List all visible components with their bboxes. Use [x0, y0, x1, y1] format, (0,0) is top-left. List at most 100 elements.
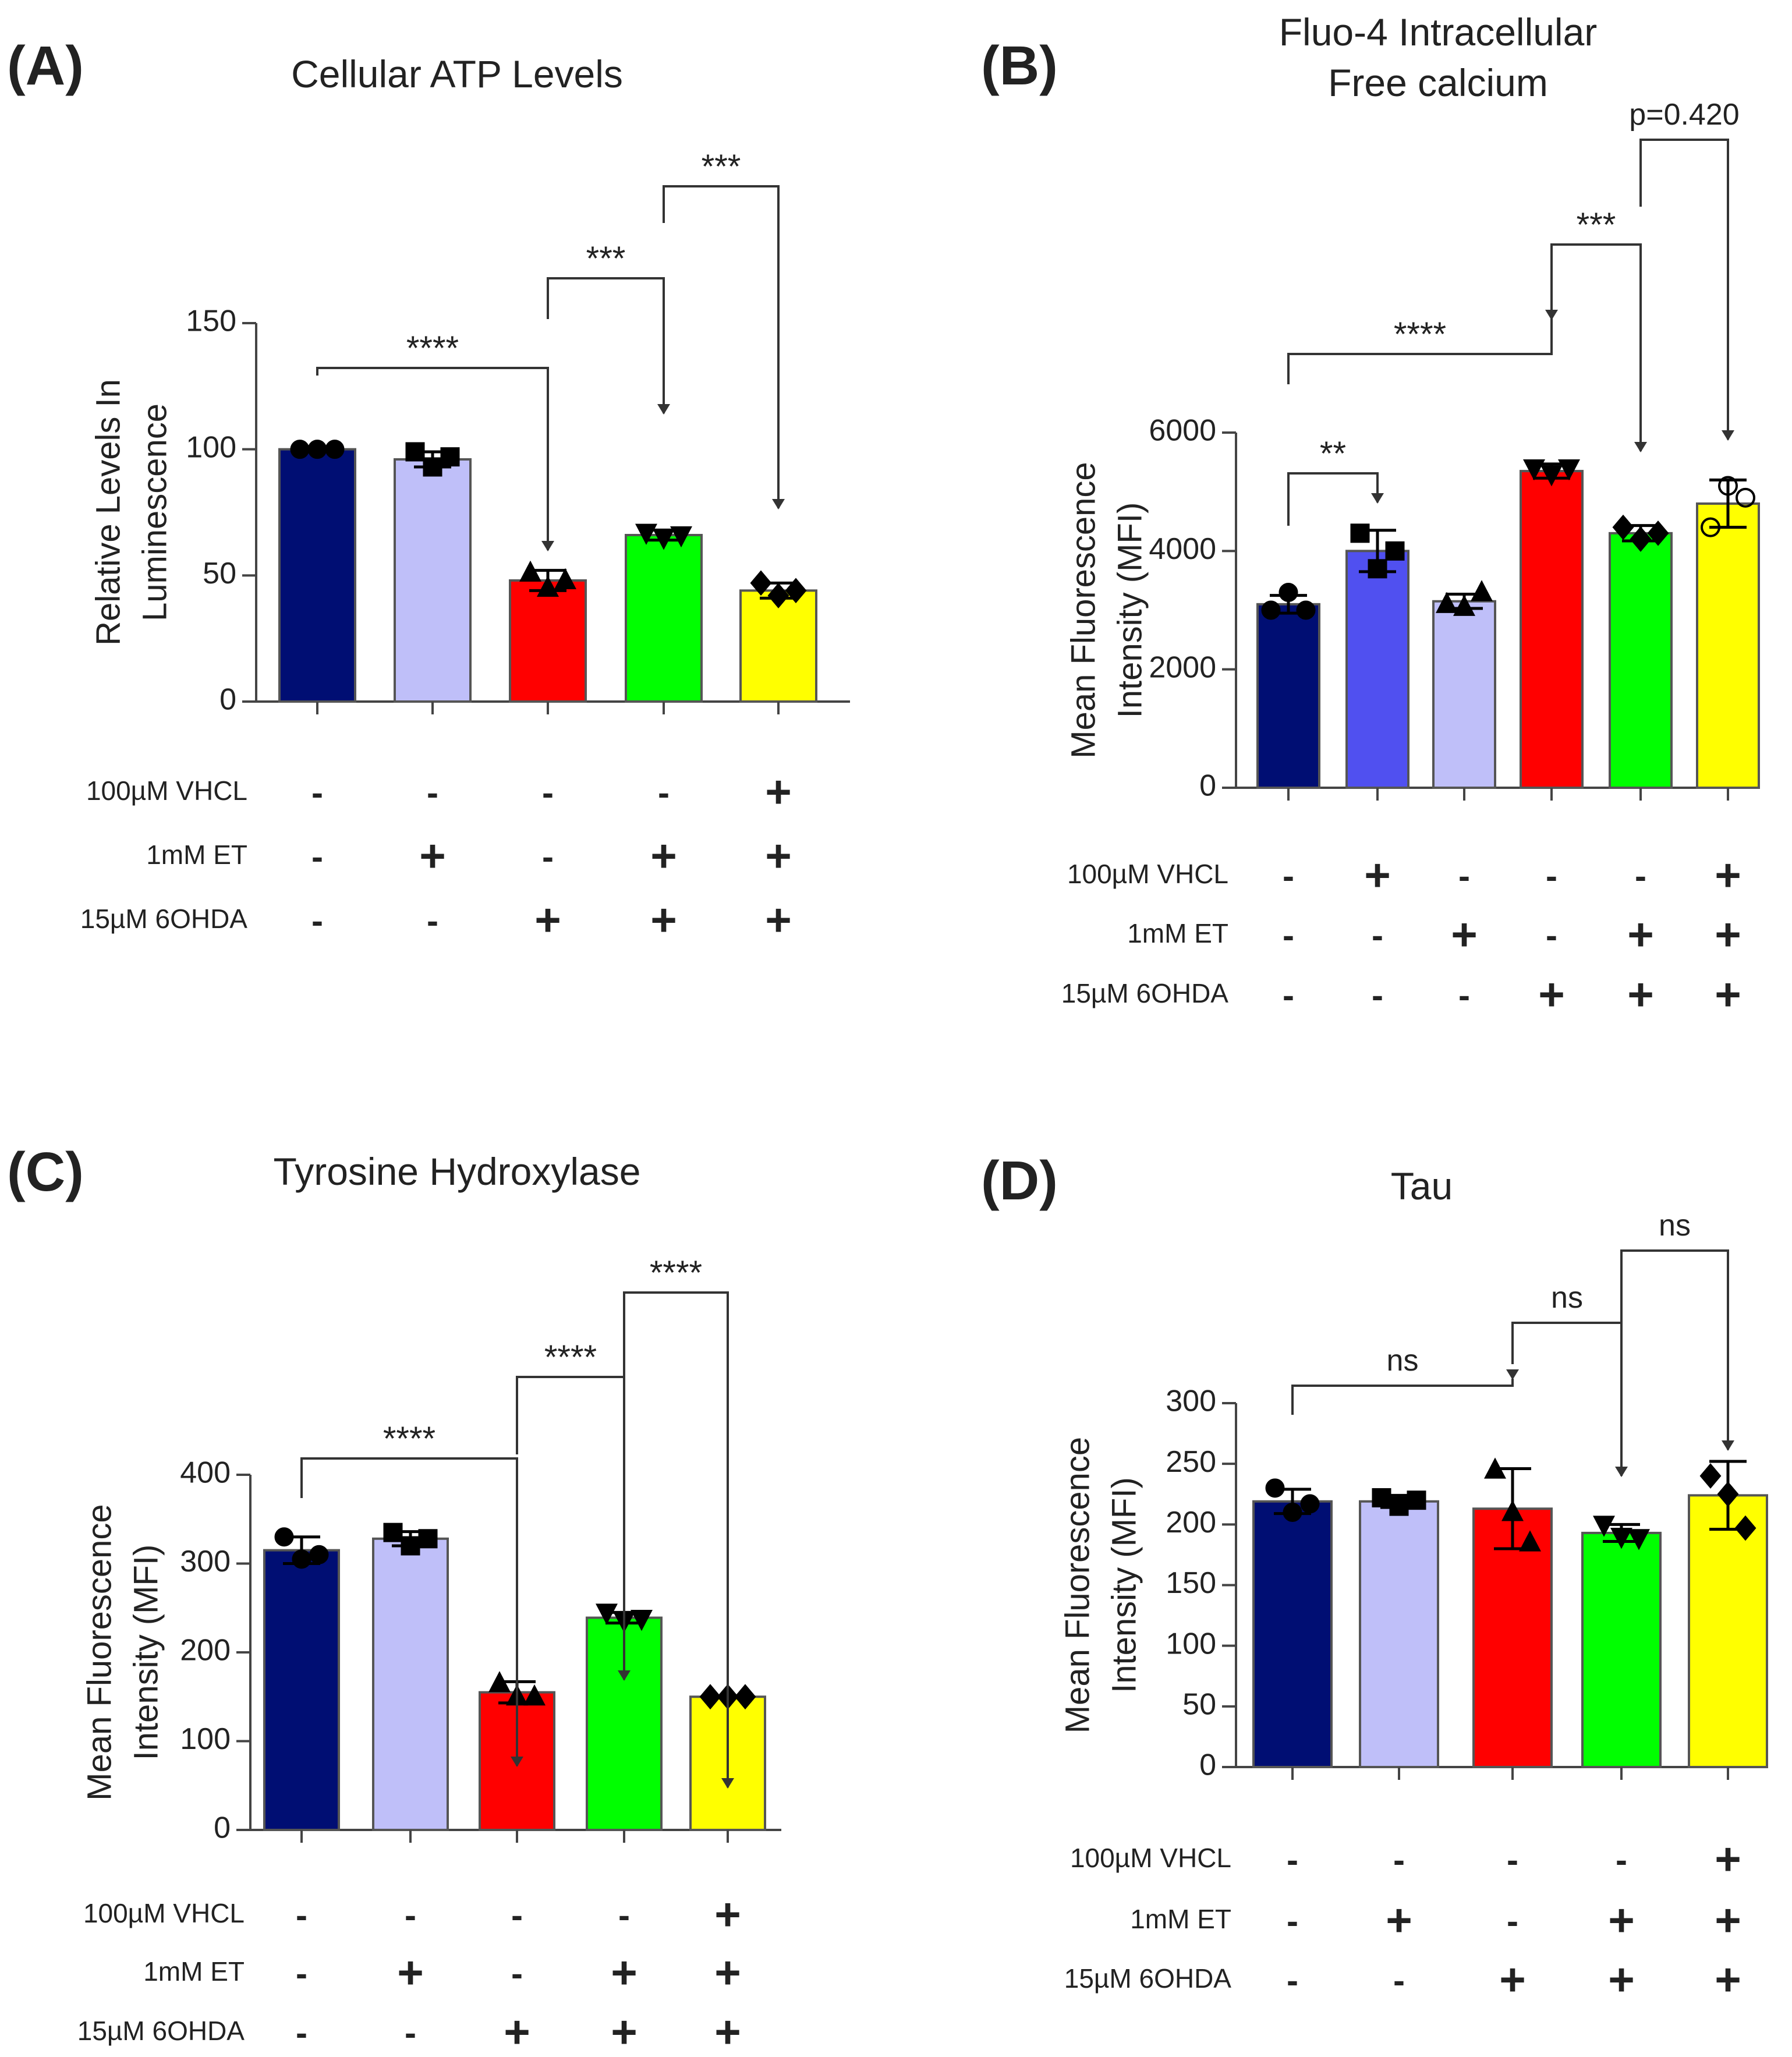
significance-label: ns — [1387, 1344, 1419, 1378]
condition-label: 100µM VHCL — [1070, 1843, 1231, 1873]
y-axis-label: Mean Fluorescence — [1064, 462, 1102, 758]
data-point-triangle — [1471, 580, 1493, 601]
condition-label: 15µM 6OHDA — [80, 904, 248, 934]
y-tick-label: 2000 — [1149, 650, 1216, 684]
y-tick-label: 50 — [1182, 1688, 1216, 1722]
bracket-arrowhead — [1615, 1467, 1628, 1477]
data-point-triangle-down — [635, 523, 657, 545]
bar-g3 — [509, 579, 587, 703]
y-tick-label: 400 — [180, 1456, 231, 1490]
condition-label: 15µM 6OHDA — [77, 2016, 245, 2046]
data-point-diamond — [767, 583, 789, 608]
data-point-circle — [1261, 600, 1281, 620]
data-point-circle — [307, 440, 327, 459]
y-tick-label: 6000 — [1149, 414, 1216, 448]
condition-plus: + — [650, 830, 677, 881]
bracket-arrowhead — [1506, 1369, 1519, 1380]
panel-label-a: (A) — [7, 35, 84, 97]
data-point-circle — [274, 1527, 294, 1547]
condition-plus: + — [1608, 1895, 1635, 1946]
condition-minus: - — [1287, 1961, 1298, 2000]
significance-bracket — [316, 367, 549, 550]
bracket-arrowhead — [1371, 493, 1384, 504]
data-point-triangle-down — [670, 526, 692, 548]
y-tick-label: 300 — [180, 1545, 231, 1578]
y-axis-label: Intensity (MFI) — [127, 1545, 165, 1761]
condition-minus: - — [296, 1954, 307, 1993]
condition-minus: - — [542, 837, 554, 876]
condition-minus: - — [1287, 1902, 1298, 1941]
bracket-arrowhead — [1722, 430, 1734, 441]
condition-minus: - — [1507, 1902, 1518, 1941]
significance-label: ns — [1659, 1209, 1691, 1242]
condition-minus: - — [1507, 1840, 1518, 1879]
bar-g5 — [1609, 532, 1673, 789]
condition-label: 1mM ET — [1130, 1904, 1231, 1934]
condition-minus: - — [542, 773, 554, 812]
bar-g5 — [1688, 1494, 1768, 1768]
data-point-open-circle — [1736, 487, 1755, 508]
data-point-square — [1372, 1488, 1391, 1507]
condition-plus: + — [1715, 849, 1741, 901]
data-point-square — [405, 442, 425, 462]
significance-bracket — [623, 1291, 729, 1787]
condition-plus: + — [611, 1947, 638, 1998]
y-tick-label: 100 — [186, 430, 236, 464]
data-point-circle — [1296, 600, 1316, 620]
data-point-square — [1350, 523, 1370, 543]
condition-plus: + — [397, 1947, 424, 1998]
data-point-circle — [1265, 1478, 1285, 1498]
condition-plus: + — [504, 2006, 530, 2057]
significance-label: **** — [406, 330, 459, 367]
condition-minus: - — [511, 1954, 523, 1993]
condition-plus: + — [1386, 1895, 1412, 1946]
data-point-triangle — [1519, 1530, 1541, 1552]
data-point-diamond — [1647, 521, 1669, 546]
data-point-circle — [1279, 583, 1298, 602]
data-point-diamond — [734, 1684, 756, 1710]
data-point-square — [401, 1536, 420, 1556]
condition-plus: + — [1715, 1895, 1741, 1946]
data-point-square — [1407, 1490, 1426, 1510]
y-tick-label: 4000 — [1149, 532, 1216, 566]
condition-minus: - — [1458, 976, 1470, 1015]
significance-label: *** — [586, 240, 626, 278]
significance-bracket — [1291, 1379, 1514, 1415]
condition-minus: - — [511, 1896, 523, 1935]
y-tick-label: 100 — [180, 1722, 231, 1756]
condition-minus: - — [311, 837, 323, 876]
bracket-arrowhead — [1722, 1440, 1734, 1451]
condition-plus: + — [1715, 909, 1741, 960]
y-tick-label: 150 — [1166, 1566, 1216, 1600]
data-point-circle — [1283, 1503, 1302, 1522]
y-tick-label: 200 — [1166, 1506, 1216, 1539]
data-point-diamond — [1699, 1463, 1722, 1489]
condition-minus: - — [1546, 856, 1557, 895]
condition-minus: - — [1372, 916, 1383, 955]
y-tick-label: 0 — [214, 1811, 231, 1845]
significance-label: **** — [544, 1339, 597, 1376]
data-point-diamond — [1717, 1481, 1739, 1507]
condition-plus: + — [419, 830, 446, 881]
condition-minus: - — [311, 773, 323, 812]
condition-minus: - — [1546, 916, 1557, 955]
bar-g2 — [1345, 550, 1409, 789]
data-point-circle — [1300, 1494, 1320, 1514]
condition-plus: + — [1538, 969, 1565, 1020]
significance-label: *** — [1577, 206, 1616, 244]
bar-g4 — [625, 534, 703, 703]
condition-label: 100µM VHCL — [83, 1898, 245, 1928]
panel-label-c: (C) — [7, 1141, 84, 1203]
chart-title: Tau — [1391, 1164, 1453, 1208]
condition-label: 1mM ET — [1127, 918, 1228, 948]
condition-label: 15µM 6OHDA — [1064, 1963, 1232, 1994]
data-point-circle — [290, 440, 310, 459]
data-point-square — [1368, 559, 1387, 579]
data-point-circle — [292, 1549, 311, 1569]
y-tick-label: 0 — [1199, 1748, 1216, 1782]
condition-minus: - — [1283, 976, 1294, 1015]
bar-g2 — [372, 1537, 449, 1832]
significance-label: p=0.420 — [1629, 98, 1739, 132]
condition-minus: - — [658, 773, 670, 812]
